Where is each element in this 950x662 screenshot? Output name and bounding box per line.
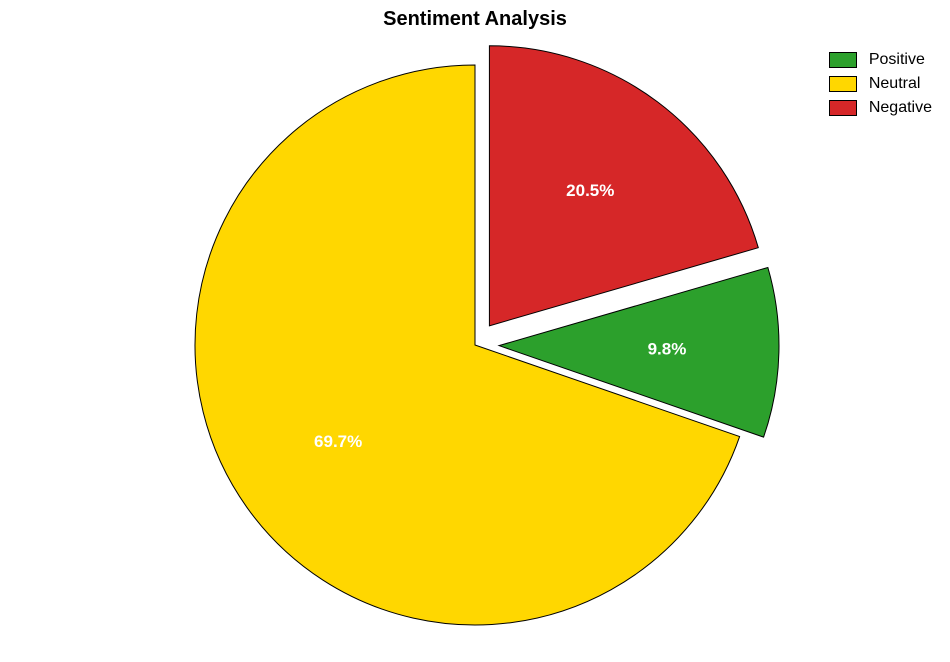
legend-swatch-negative	[829, 100, 857, 116]
slice-label-positive: 9.8%	[648, 339, 687, 358]
legend-swatch-positive	[829, 52, 857, 68]
legend-item-neutral: Neutral	[829, 72, 932, 96]
legend-item-positive: Positive	[829, 48, 932, 72]
legend: Positive Neutral Negative	[829, 48, 932, 120]
legend-item-negative: Negative	[829, 96, 932, 120]
pie-svg: 20.5% 9.8% 69.7%	[0, 0, 950, 662]
legend-swatch-neutral	[829, 76, 857, 92]
slice-label-neutral: 69.7%	[314, 432, 362, 451]
legend-label-positive: Positive	[869, 51, 925, 69]
slice-label-negative: 20.5%	[566, 181, 614, 200]
legend-label-negative: Negative	[869, 99, 932, 117]
sentiment-pie-chart: Sentiment Analysis 20.5%9.8%69.7% Positi…	[0, 0, 950, 662]
legend-label-neutral: Neutral	[869, 75, 921, 93]
